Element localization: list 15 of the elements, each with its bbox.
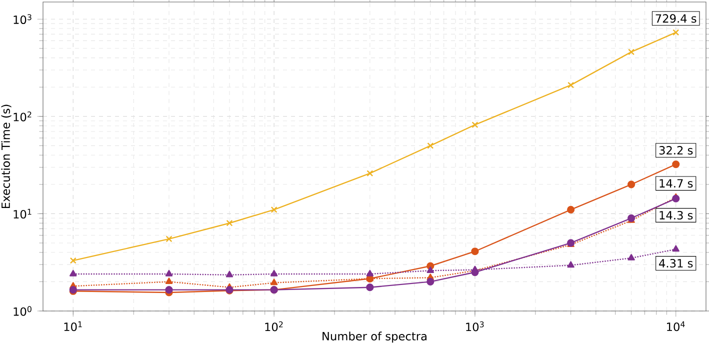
- data-label: 729.4 s: [656, 14, 696, 23]
- x-tick-label: 10$^{1}$: [64, 321, 82, 332]
- y-tick-label: 10$^{1}$: [14, 208, 32, 219]
- y-tick-label: 10$^{3}$: [14, 14, 32, 24]
- y-tick-label: 10$^{2}$: [14, 112, 32, 122]
- y-axis-title: Execution Time (s): [1, 104, 12, 208]
- x-axis-title: Number of spectra: [322, 332, 426, 343]
- y-tick-label: 10$^{0}$: [14, 306, 32, 316]
- data-label: 4.31 s: [659, 258, 693, 268]
- data-label: 32.2 s: [659, 146, 693, 155]
- x-tick-label: 10$^{2}$: [265, 321, 283, 332]
- data-label: 14.3 s: [660, 210, 693, 220]
- x-tick-label: 10$^{3}$: [466, 321, 484, 332]
- x-tick-label: 10$^{4}$: [667, 321, 685, 332]
- data-label: 14.7 s: [660, 179, 693, 188]
